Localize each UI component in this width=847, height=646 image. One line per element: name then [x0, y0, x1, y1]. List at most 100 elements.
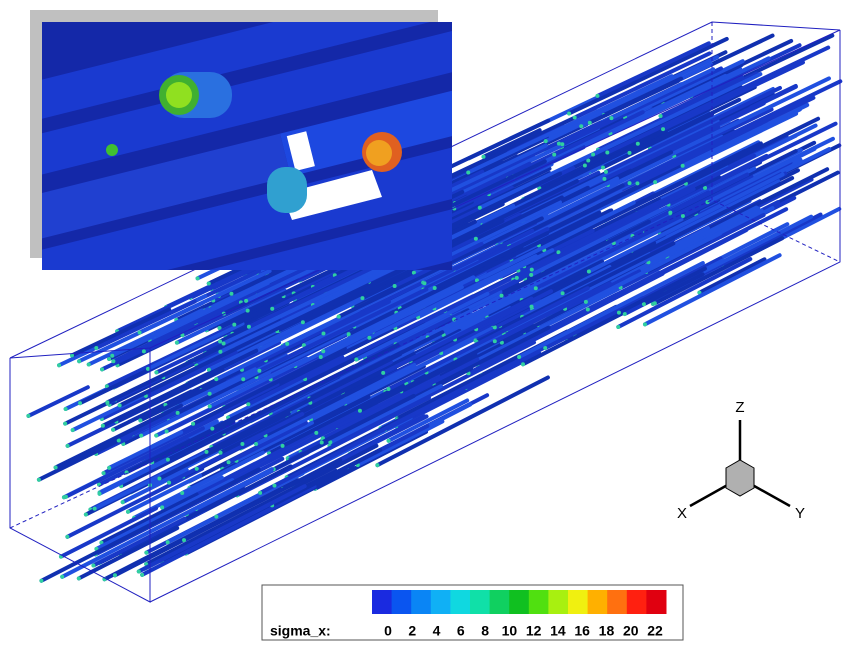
fiber-end [681, 164, 685, 168]
fiber-end [272, 484, 276, 488]
fiber-end [160, 505, 164, 509]
fiber-end [98, 492, 102, 496]
colorbar-cell [588, 590, 608, 614]
colorbar-tick-label: 14 [550, 623, 566, 639]
fiber-end [320, 440, 324, 444]
fiber-end [142, 349, 146, 353]
fiber-end [175, 341, 179, 345]
fiber-end [609, 116, 613, 120]
fiber-end [166, 540, 170, 544]
colorbar-tick-label: 10 [502, 623, 518, 639]
fiber-end [66, 444, 70, 448]
fiber-end [139, 434, 143, 438]
fiber-end [285, 342, 289, 346]
colorbar-cell [450, 590, 470, 614]
fiber-end [595, 94, 599, 98]
colorbar-tick-label: 2 [408, 623, 416, 639]
fiber-end [113, 573, 117, 577]
colorbar-tick-label: 22 [647, 623, 663, 639]
fiber-end [530, 268, 534, 272]
fiber-end [219, 451, 223, 455]
fiber-end [515, 276, 519, 280]
colorbar-cell [470, 590, 490, 614]
fiber-end [138, 418, 142, 422]
colorbar-tick-label: 0 [384, 623, 392, 639]
fiber-end [628, 181, 632, 185]
fiber-end [176, 411, 180, 415]
fiber-end [605, 151, 609, 155]
fiber-end [87, 362, 91, 366]
fiber-end [474, 237, 478, 241]
colorbar-tick-label: 18 [599, 623, 615, 639]
fiber-end [39, 579, 43, 583]
fiber-end [218, 350, 222, 354]
fiber-end [270, 307, 274, 311]
fiber-end [64, 495, 68, 499]
fiber-end [254, 442, 258, 446]
fiber-end [347, 332, 351, 336]
fiber-end [232, 323, 236, 327]
fiber-end [433, 286, 437, 290]
fiber-end [358, 409, 362, 413]
fiber-end [218, 326, 222, 330]
fiber-end [246, 309, 250, 313]
fiber-end [204, 450, 208, 454]
fiber-end [77, 359, 81, 363]
fiber-end [180, 491, 184, 495]
fiber-end [64, 407, 68, 411]
fiber-end [258, 491, 262, 495]
colorbar-tick-label: 20 [623, 623, 639, 639]
colorbar-cell [490, 590, 510, 614]
fiber-end [246, 402, 250, 406]
fiber-end [227, 460, 231, 464]
fiber-end [208, 392, 212, 396]
fiber-end [208, 404, 212, 408]
colorbar-cell [411, 590, 431, 614]
fiber-end [584, 300, 588, 304]
colorbar-tick-label: 16 [574, 623, 590, 639]
fiber-end [229, 292, 233, 296]
fiber-end [54, 465, 58, 469]
fiber-end [337, 315, 341, 319]
fiber-end [643, 322, 647, 326]
fiber-end [493, 339, 497, 343]
fiber-end [214, 377, 218, 381]
colorbar-cell [548, 590, 568, 614]
fiber-end [240, 442, 244, 446]
fiber-end [196, 276, 200, 280]
colorbar-cell [392, 590, 412, 614]
fiber-end [110, 354, 114, 358]
fiber-end [144, 551, 148, 555]
fiber-end [214, 515, 218, 519]
fiber-end [102, 471, 106, 475]
fiber-end [247, 325, 251, 329]
x-label: X [677, 505, 687, 522]
fiber-end [422, 281, 426, 285]
fiber-end [604, 170, 608, 174]
fiber-end [37, 478, 41, 482]
fiber-end [94, 346, 98, 350]
fiber-end [627, 151, 631, 155]
colorbar-cell [431, 590, 451, 614]
fiber-end [207, 281, 211, 285]
colorbar-cell [627, 590, 647, 614]
fiber-end [367, 336, 371, 340]
fiber-end [573, 116, 577, 120]
fiber-end [121, 500, 125, 504]
fiber-end [241, 377, 245, 381]
fiber-end [653, 301, 657, 305]
fiber-end [63, 422, 67, 426]
fiber-end [244, 299, 248, 303]
fiber-end [111, 428, 115, 432]
colorbar-legend: sigma_x: 0246810121416182022 [262, 585, 683, 640]
fiber-end [195, 467, 199, 471]
fiber-end [567, 111, 571, 115]
fiber-end [301, 320, 305, 324]
fiber-end [314, 431, 318, 435]
fiber-end [321, 332, 325, 336]
legend-label: sigma_x: [270, 623, 331, 639]
fiber-end [653, 180, 657, 184]
fiber-end [191, 422, 195, 426]
colorbar-tick-label: 6 [457, 623, 465, 639]
fiber-end [681, 214, 685, 218]
